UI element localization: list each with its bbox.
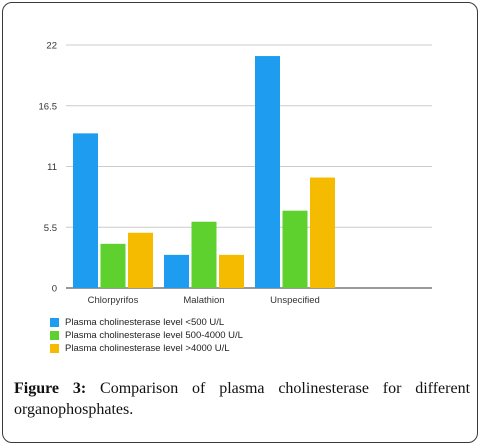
legend-item: Plasma cholinesterase level <500 U/L <box>50 316 243 329</box>
x-tick-label: Chlorpyrifos <box>88 295 139 306</box>
legend-item: Plasma cholinesterase level 500-4000 U/L <box>50 329 243 342</box>
legend-swatch <box>50 344 59 353</box>
x-axis-tick-labels: Chlorpyrifos Malathion Unspecified <box>88 295 320 306</box>
legend-item: Plasma cholinesterase level >4000 U/L <box>50 342 243 355</box>
bar <box>164 254 189 288</box>
bars <box>73 56 335 288</box>
y-axis-tick-labels: 0 5.5 11 16.5 22 <box>39 41 58 295</box>
x-tick-label: Unspecified <box>270 295 320 306</box>
bar <box>219 254 244 288</box>
legend-swatch <box>50 318 59 327</box>
figure-caption: Figure 3: Comparison of plasma cholinest… <box>14 378 470 420</box>
y-tick-label: 11 <box>47 162 57 173</box>
caption-text: Comparison of plasma cholinesterase for … <box>14 380 471 418</box>
y-tick-label: 0 <box>52 284 57 295</box>
chart-legend: Plasma cholinesterase level <500 U/L Plas… <box>50 316 243 355</box>
bar <box>255 56 280 288</box>
bar <box>310 177 335 288</box>
x-tick-label: Malathion <box>183 295 224 306</box>
bar-chart: 0 5.5 11 16.5 22 Chlorpyrifos Malathion Unspec… <box>39 41 432 306</box>
legend-label: Plasma cholinesterase level <500 U/L <box>65 317 225 328</box>
y-tick-label: 16.5 <box>39 101 58 112</box>
legend-label: Plasma cholinesterase level 500-4000 U/L <box>65 330 243 341</box>
legend-swatch <box>50 331 59 340</box>
y-tick-label: 22 <box>46 41 57 52</box>
bar <box>128 232 153 288</box>
legend-label: Plasma cholinesterase level >4000 U/L <box>65 343 230 354</box>
bar <box>191 221 217 288</box>
bar <box>282 210 308 288</box>
bar <box>100 243 126 288</box>
bar <box>73 133 98 288</box>
gridlines <box>66 44 432 289</box>
caption-label: Figure 3: <box>14 380 87 397</box>
y-tick-label: 5.5 <box>44 223 57 234</box>
